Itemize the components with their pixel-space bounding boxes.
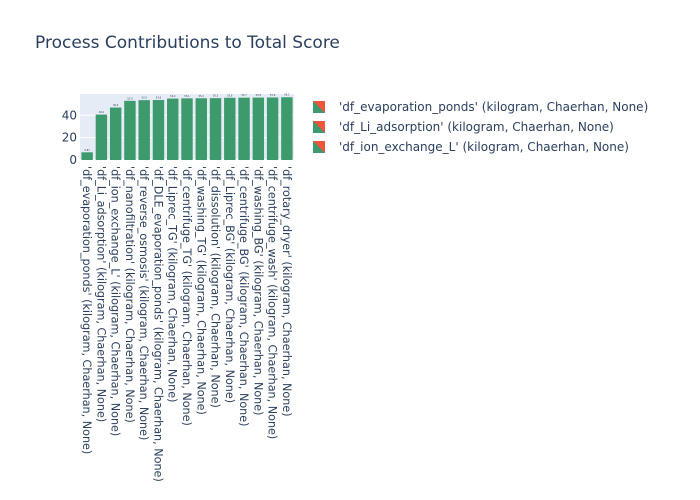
- bar-data-label: 55.8: [256, 94, 262, 97]
- bar-data-label: 40.6: [99, 111, 105, 114]
- bar-data-label: 55.7: [241, 94, 247, 97]
- bar-data-label: 56.1: [284, 94, 290, 97]
- bar[interactable]: [252, 97, 265, 160]
- bar-data-label: 55.1: [184, 95, 190, 98]
- bar[interactable]: [138, 100, 150, 160]
- legend-label: 'df_Li_adsorption' (kilogram, Chaerhan, …: [339, 120, 614, 134]
- bar[interactable]: [181, 98, 193, 160]
- bar-data-label: 55.6: [227, 94, 233, 97]
- bar-data-label: 55.3: [213, 95, 219, 98]
- bar[interactable]: [95, 114, 108, 160]
- legend[interactable]: 'df_evaporation_ponds' (kilogram, Chaerh…: [313, 100, 648, 154]
- bar[interactable]: [238, 97, 250, 160]
- x-tick-label: 'df_reverse_osmosis' (kilogram, Chaerhan…: [137, 166, 150, 440]
- legend-swatch-triangle: [313, 121, 325, 133]
- bar-data-label: 53.5: [142, 97, 148, 100]
- legend-item[interactable]: 'df_Li_adsorption' (kilogram, Chaerhan, …: [313, 120, 614, 134]
- x-tick-label: 'df_ion_exchange_L' (kilogram, Chaerhan,…: [109, 166, 122, 436]
- x-tick-label: 'df_Liprec_BG' (kilogram, Chaerhan, None…: [223, 166, 236, 403]
- x-tick-label: 'df_nanofiltration' (kilogram, Chaerhan,…: [123, 166, 136, 423]
- bar-data-label: 54.9: [170, 95, 176, 98]
- y-tick-label: 0: [69, 153, 77, 167]
- x-tick-label: 'df_dissolution' (kilogram, Chaerhan, No…: [209, 166, 222, 408]
- x-tick-label: 'df_centrifuge_wash' (kilogram, Chaerhan…: [266, 166, 279, 439]
- x-tick-label: 'df_DLE_evaporation_ponds' (kilogram, Ch…: [151, 166, 164, 482]
- bar-data-label: 55.9: [270, 94, 276, 97]
- x-tick-label: 'df_washing_BG' (kilogram, Chaerhan, Non…: [251, 166, 264, 416]
- x-axis: 'df_evaporation_ponds' (kilogram, Chaerh…: [80, 166, 293, 482]
- bar-data-label: 46.9: [113, 104, 119, 107]
- bar[interactable]: [167, 98, 179, 160]
- legend-label: 'df_evaporation_ponds' (kilogram, Chaerh…: [339, 100, 648, 114]
- bar-data-label: 52.9: [127, 97, 133, 100]
- bar[interactable]: [209, 98, 222, 160]
- bars: [81, 97, 293, 160]
- data-labels: 6.87 40.6 46.9 52.9 53.5 53.6 54.9 55.1 55.2 55.3…: [84, 94, 290, 152]
- y-tick-label: 40: [62, 108, 77, 122]
- bar-data-label: 6.87: [84, 149, 90, 152]
- x-tick-label: 'df_centrifuge_BG' (kilogram, Chaerhan, …: [237, 166, 250, 427]
- chart-title: Process Contributions to Total Score: [35, 33, 340, 53]
- x-tick-label: 'df_Li_adsorption' (kilogram, Chaerhan, …: [94, 166, 107, 422]
- x-tick-label: 'df_washing_TG' (kilogram, Chaerhan, Non…: [194, 166, 207, 415]
- bar[interactable]: [152, 100, 165, 160]
- legend-item[interactable]: 'df_evaporation_ponds' (kilogram, Chaerh…: [313, 100, 648, 114]
- bar[interactable]: [109, 107, 122, 160]
- bar[interactable]: [195, 98, 207, 160]
- bar-data-label: 53.6: [156, 97, 162, 100]
- legend-label: 'df_ion_exchange_L' (kilogram, Chaerhan,…: [339, 140, 629, 154]
- bar[interactable]: [81, 152, 93, 160]
- bar[interactable]: [224, 97, 236, 160]
- legend-swatch-triangle: [313, 101, 325, 113]
- bar[interactable]: [281, 97, 293, 160]
- x-tick-label: 'df_centrifuge_TG' (kilogram, Chaerhan, …: [180, 166, 193, 426]
- y-tick-label: 20: [62, 131, 77, 145]
- x-tick-label: 'df_Liprec_TG' (kilogram, Chaerhan, None…: [166, 166, 179, 402]
- x-tick-label: 'df_rotary_dryer' (kilogram, Chaerhan, N…: [280, 166, 293, 417]
- y-axis: 0 20 40: [62, 108, 77, 167]
- legend-swatch-triangle: [313, 141, 325, 153]
- bar[interactable]: [266, 97, 279, 160]
- x-tick-label: 'df_evaporation_ponds' (kilogram, Chaerh…: [80, 166, 93, 454]
- legend-item[interactable]: 'df_ion_exchange_L' (kilogram, Chaerhan,…: [313, 140, 629, 154]
- bar[interactable]: [124, 100, 136, 160]
- bar-data-label: 55.2: [199, 95, 205, 98]
